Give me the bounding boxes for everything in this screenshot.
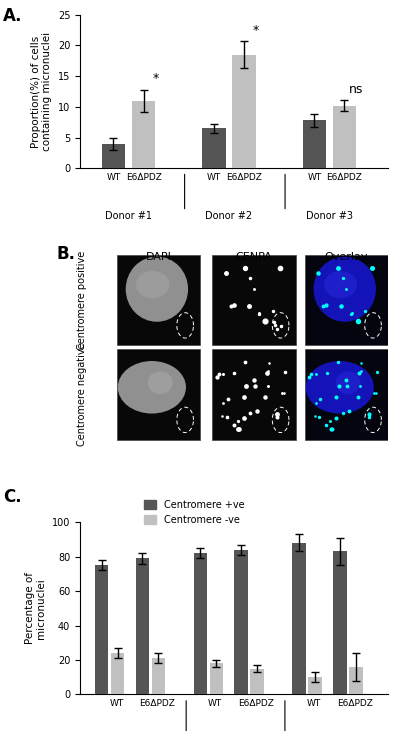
Bar	[202, 129, 226, 168]
Text: B.: B.	[57, 245, 76, 263]
Y-axis label: Percentage of
micronuclei: Percentage of micronuclei	[25, 572, 46, 644]
Text: *: *	[152, 72, 158, 86]
Bar	[303, 121, 326, 168]
Text: *: *	[253, 24, 259, 37]
Text: Donor #1: Donor #1	[105, 211, 152, 221]
Bar	[333, 106, 356, 168]
Text: Donor #2: Donor #2	[206, 211, 252, 221]
Ellipse shape	[136, 271, 169, 298]
Text: Donor #3: Donor #3	[306, 211, 353, 221]
Bar	[136, 558, 149, 694]
Ellipse shape	[336, 371, 360, 394]
Bar	[111, 653, 124, 694]
Text: C.: C.	[3, 488, 22, 506]
Y-axis label: Proportion(%) of cells
containing micronuclei: Proportion(%) of cells containing micron…	[31, 32, 52, 151]
Ellipse shape	[126, 257, 188, 322]
Ellipse shape	[324, 271, 357, 298]
Ellipse shape	[306, 361, 374, 414]
Legend: Centromere +ve, Centromere -ve: Centromere +ve, Centromere -ve	[140, 496, 248, 529]
Bar	[194, 553, 207, 694]
Bar	[95, 565, 108, 694]
Bar	[152, 659, 165, 694]
Text: Overlay: Overlay	[325, 251, 368, 262]
Bar	[250, 669, 264, 694]
Bar	[234, 550, 248, 694]
Text: A.: A.	[3, 7, 22, 25]
Ellipse shape	[148, 371, 173, 394]
Text: ns: ns	[349, 83, 363, 96]
Ellipse shape	[314, 257, 376, 322]
Bar	[333, 551, 347, 694]
Text: DAPI: DAPI	[146, 251, 172, 262]
Bar	[232, 55, 256, 168]
Bar	[308, 677, 322, 694]
Bar	[102, 144, 125, 168]
Text: Centromere negative: Centromere negative	[76, 343, 86, 447]
Bar	[132, 101, 155, 168]
Text: Centromere positive: Centromere positive	[76, 251, 86, 349]
Bar	[210, 664, 223, 694]
Ellipse shape	[118, 361, 186, 414]
Bar	[292, 543, 306, 694]
Bar	[349, 667, 363, 694]
Text: CENPA: CENPA	[236, 251, 272, 262]
